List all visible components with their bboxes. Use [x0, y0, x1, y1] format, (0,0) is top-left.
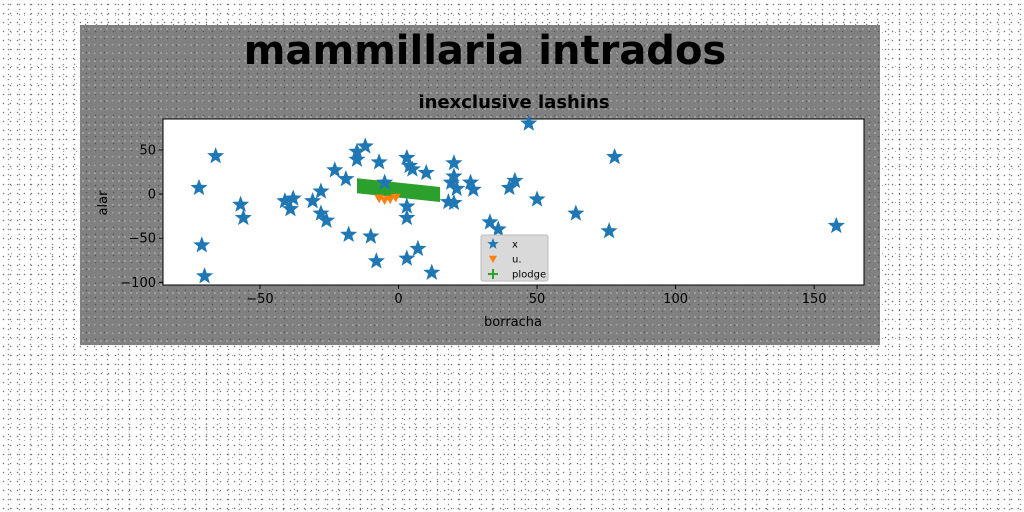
point-x-37	[448, 179, 466, 197]
chart-title: inexclusive lashins	[418, 92, 609, 113]
y-tick-label: −50	[129, 232, 156, 247]
point-x-48	[606, 147, 624, 165]
point-x-41	[489, 220, 507, 237]
point-x-1	[207, 147, 225, 164]
x-tick-label: 100	[663, 292, 688, 307]
scatter-chart: mammillaria intrados inexclusive lashins…	[96, 28, 865, 330]
figure: mammillaria intrados inexclusive lashins…	[80, 25, 880, 345]
point-x-14	[337, 170, 355, 187]
point-x-2	[193, 236, 211, 253]
y-tick-label: 0	[148, 188, 156, 203]
y-axis-label: alar	[96, 190, 111, 216]
legend-label-2: plodge	[512, 270, 546, 281]
point-x-7	[281, 200, 300, 217]
point-x-24	[401, 156, 419, 174]
point-x-13	[326, 161, 344, 178]
point-x-3	[196, 267, 214, 284]
point-x-22	[376, 173, 394, 190]
y-tick-label: −100	[120, 276, 156, 291]
point-x-5	[234, 208, 252, 226]
point-x-9	[304, 192, 322, 209]
point-x-6	[276, 192, 294, 209]
point-x-0	[190, 178, 208, 196]
point-x-38	[461, 173, 480, 190]
x-tick-label: −50	[246, 292, 273, 307]
x-axis-label: borracha	[484, 315, 542, 330]
point-x-8	[284, 189, 302, 206]
point-x-19	[362, 227, 380, 244]
point-layer	[190, 114, 845, 284]
point-x-42	[500, 178, 518, 196]
point-x-30	[409, 239, 427, 257]
x-tick-label: 150	[802, 292, 827, 307]
green-band-shape	[357, 178, 441, 202]
point-x-40	[481, 213, 499, 230]
legend-label-1: u.	[512, 255, 522, 266]
shape-layer	[357, 178, 441, 202]
point-x-16	[348, 150, 366, 167]
legend-box	[480, 234, 549, 282]
point-x-12	[317, 211, 336, 228]
tick-layer: −50 0 50 100 150 −100 −50 0 50	[120, 143, 826, 307]
point-x-17	[348, 142, 366, 159]
point-x-49	[827, 216, 845, 234]
point-x-15	[340, 225, 358, 242]
point-x-25	[403, 160, 421, 177]
point-x-39	[464, 180, 482, 197]
point-x-4	[232, 195, 250, 212]
legend-marker-0	[487, 238, 499, 249]
point-x-36	[445, 193, 463, 211]
point-x-43	[506, 171, 524, 189]
point-u-3	[390, 193, 401, 203]
legend: x u. plodge	[480, 234, 549, 282]
point-x-44	[520, 114, 538, 131]
point-x-26	[417, 163, 435, 181]
legend-marker-1	[489, 255, 497, 263]
point-x-23	[398, 148, 416, 166]
point-x-10	[312, 182, 330, 199]
legend-marker-2	[488, 269, 498, 279]
point-x-21	[370, 153, 388, 170]
point-x-46	[567, 204, 585, 221]
point-x-20	[367, 252, 385, 269]
point-x-34	[445, 167, 463, 184]
x-tick-label: 0	[394, 292, 402, 307]
legend-label-0: x	[512, 240, 518, 251]
point-x-18	[356, 137, 374, 154]
point-x-27	[398, 197, 416, 214]
point-x-45	[528, 190, 546, 207]
point-x-29	[398, 249, 416, 266]
point-u-2	[385, 195, 396, 205]
point-u-1	[379, 196, 390, 206]
point-x-11	[312, 204, 330, 221]
point-x-28	[398, 208, 416, 226]
x-tick-label: 50	[529, 292, 546, 307]
y-tick-label: 50	[139, 143, 156, 158]
chart-suptitle: mammillaria intrados	[244, 28, 726, 74]
point-x-35	[445, 154, 463, 171]
point-x-47	[600, 222, 618, 239]
point-x-31	[423, 263, 441, 280]
